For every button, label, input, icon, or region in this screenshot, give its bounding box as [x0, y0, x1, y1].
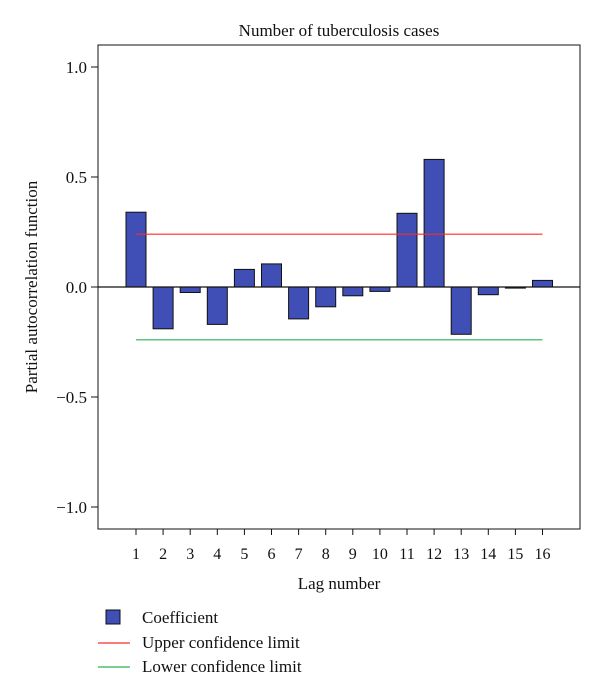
- bar-lag-8: [315, 286, 337, 308]
- x-tick-label: 9: [349, 546, 357, 563]
- bar-lag-13: [450, 286, 472, 335]
- x-axis-label: Lag number: [298, 574, 381, 593]
- y-axis-label: Partial autocorrelation function: [22, 180, 41, 393]
- bar-lag-5: [233, 268, 255, 288]
- chart-title: Number of tuberculosis cases: [239, 21, 440, 40]
- bar-lag-14: [477, 286, 499, 296]
- bar-lag-3: [179, 286, 201, 293]
- x-tick-label: 6: [268, 546, 276, 563]
- bar-lag-11: [396, 212, 418, 288]
- x-tick-label: 8: [322, 546, 330, 563]
- y-tick-label: 0.0: [66, 278, 87, 297]
- x-tick-label: 14: [480, 546, 496, 563]
- x-tick-label: 5: [240, 546, 248, 563]
- bar-lag-6: [261, 263, 282, 288]
- legend-label-coefficient: Coefficient: [142, 608, 218, 627]
- bar-lag-2: [152, 286, 174, 330]
- x-tick-label: 10: [372, 546, 388, 563]
- x-axis: 1 2 3 4 5 6 7 8 9 10 11 12 13 14 15 16: [132, 529, 551, 563]
- bar-lag-9: [342, 286, 364, 297]
- bar-lag-16: [532, 279, 553, 288]
- bar-lag-7: [288, 286, 310, 320]
- bar-lag-1: [125, 211, 147, 288]
- x-tick-label: 4: [213, 546, 221, 563]
- y-axis: 1.0 0.5 0.0 −0.5 −1.0: [56, 58, 98, 517]
- x-tick-label: 11: [399, 546, 414, 563]
- legend-label-lower-confidence-limit: Lower confidence limit: [142, 657, 302, 676]
- bar-lag-12: [423, 158, 445, 288]
- x-tick-label: 7: [295, 546, 303, 563]
- legend-swatch-coefficient: [105, 609, 121, 625]
- legend-label-upper-confidence-limit: Upper confidence limit: [142, 633, 300, 652]
- bar-lag-4: [206, 286, 228, 325]
- x-tick-label: 13: [453, 546, 469, 563]
- x-tick-label: 3: [186, 546, 194, 563]
- x-tick-label: 16: [535, 546, 551, 563]
- bar-lag-10: [369, 286, 391, 292]
- y-tick-label: 0.5: [66, 168, 87, 187]
- x-tick-label: 2: [159, 546, 167, 563]
- legend: Coefficient Upper confidence limit Lower c…: [98, 608, 302, 676]
- bars-group: [125, 158, 553, 335]
- x-tick-label: 1: [132, 546, 140, 563]
- y-tick-label: 1.0: [66, 58, 87, 77]
- y-tick-label: −0.5: [56, 388, 87, 407]
- y-tick-label: −1.0: [56, 498, 87, 517]
- x-tick-label: 15: [507, 546, 523, 563]
- x-tick-label: 12: [426, 546, 442, 563]
